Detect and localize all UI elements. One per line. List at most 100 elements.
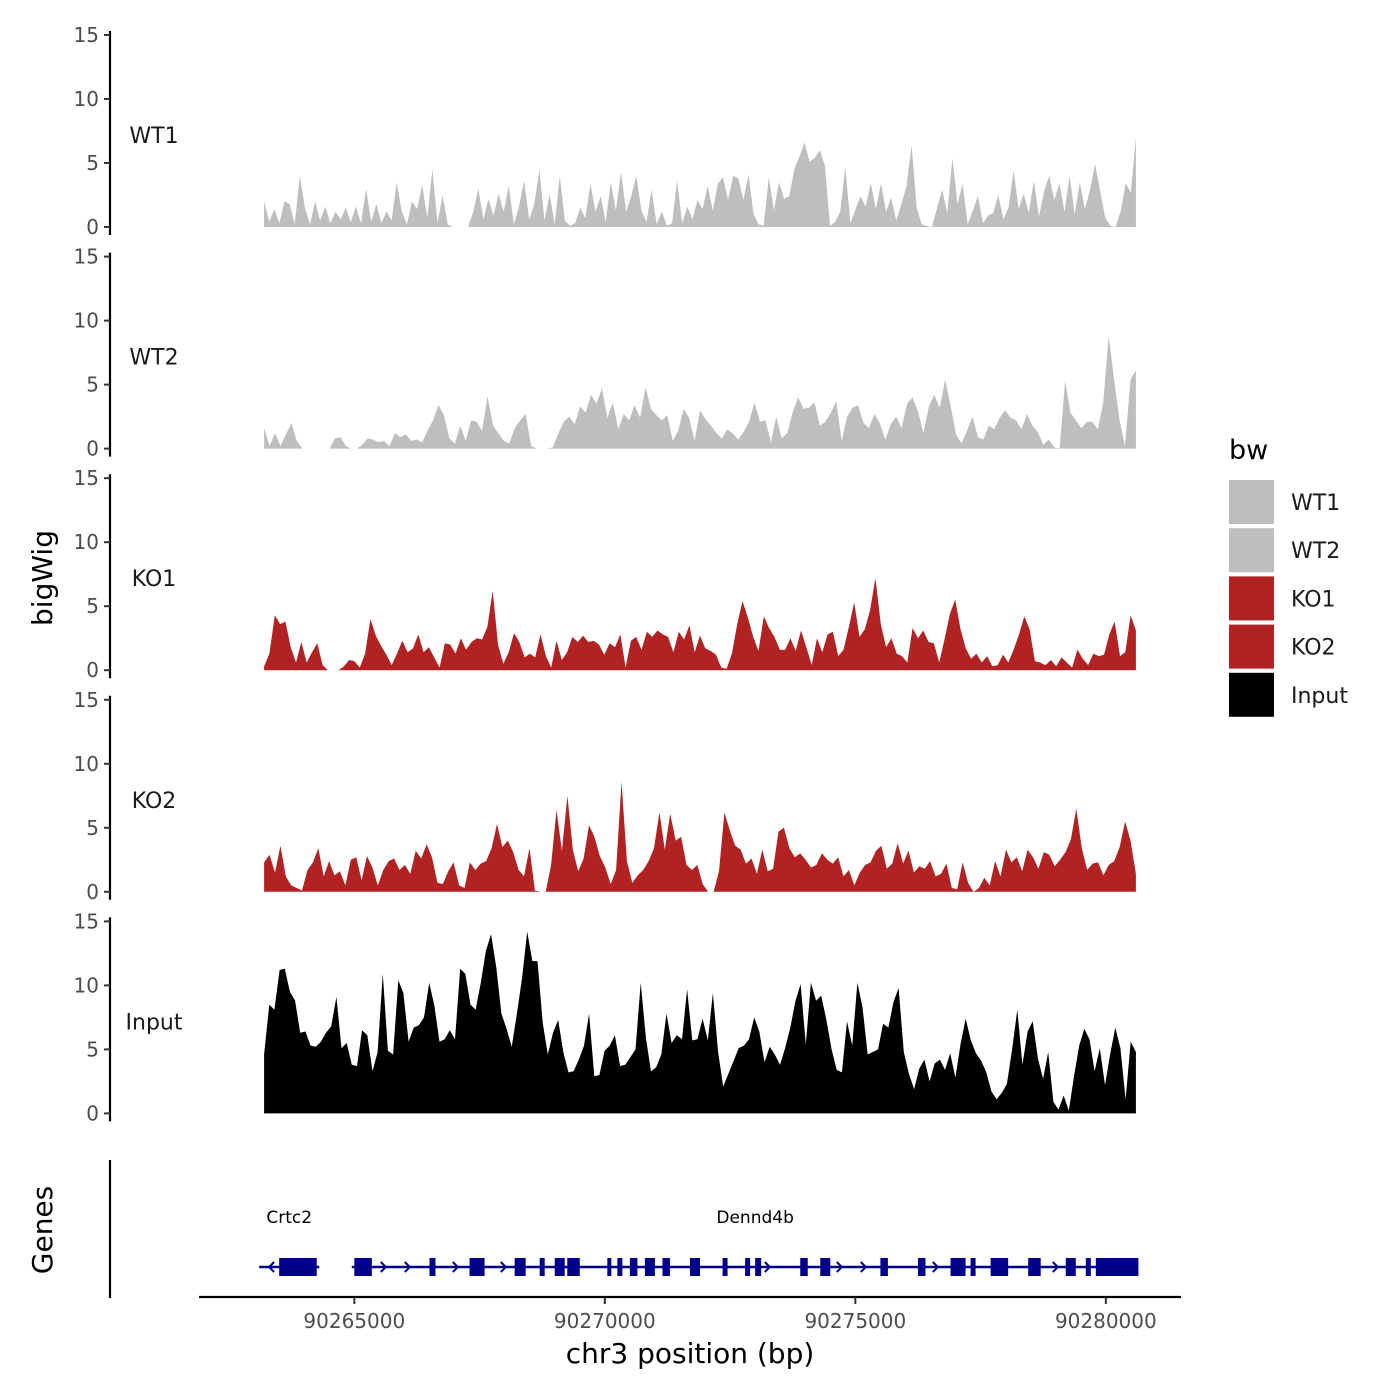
- legend-key: [1229, 528, 1274, 573]
- exon: [279, 1258, 317, 1276]
- y-tick-label: 10: [74, 973, 99, 997]
- exon: [644, 1258, 655, 1276]
- exon: [745, 1258, 751, 1276]
- y-axis-title: bigWig: [26, 530, 59, 626]
- area-wt2: [264, 336, 1136, 449]
- x-tick-label: 90275000: [804, 1309, 906, 1333]
- track-ko2: 0 5 10 15 KO2: [74, 688, 1136, 904]
- strand-arrow: [452, 1261, 460, 1273]
- y-tick-label: 15: [74, 909, 99, 933]
- strand-arrow: [500, 1261, 508, 1273]
- y-tick-label: 10: [74, 752, 99, 776]
- legend-item-input: Input: [1229, 672, 1348, 717]
- y-tick-label: 5: [86, 151, 99, 175]
- genes-panel: Crtc2 Dennd4b: [108, 1160, 1139, 1298]
- y-tick-label: 15: [74, 688, 99, 712]
- area-input: [264, 931, 1136, 1114]
- exon: [880, 1258, 888, 1276]
- legend-label: Input: [1291, 684, 1348, 709]
- legend-label: WT2: [1291, 539, 1340, 564]
- exon: [1095, 1258, 1139, 1276]
- x-axis-title: chr3 position (bp): [566, 1337, 815, 1370]
- legend-item-ko2: KO2: [1229, 624, 1336, 669]
- y-tick-label: 15: [74, 245, 99, 269]
- genes-panel-title: Genes: [26, 1186, 59, 1274]
- exon: [820, 1258, 831, 1276]
- track-label-ko2: KO2: [132, 789, 177, 814]
- strand-arrow: [404, 1261, 412, 1273]
- legend-item-wt2: WT2: [1229, 528, 1340, 573]
- legend-key: [1229, 480, 1274, 524]
- track-ko1: 0 5 10 15 KO1: [74, 466, 1136, 682]
- x-tick-label: 90280000: [1055, 1309, 1157, 1333]
- exon: [690, 1258, 701, 1276]
- legend-item-wt1: WT1: [1229, 480, 1340, 524]
- strand-arrow: [380, 1261, 388, 1273]
- strand-arrow: [764, 1261, 772, 1273]
- y-tick-label: 10: [74, 309, 99, 333]
- legend-key: [1229, 576, 1274, 621]
- strand-arrow: [860, 1261, 868, 1273]
- area-wt1: [264, 137, 1136, 227]
- y-tick-label: 10: [74, 87, 99, 111]
- exon: [469, 1258, 485, 1276]
- legend-item-ko1: KO1: [1229, 576, 1336, 621]
- track-label-input: Input: [126, 1010, 183, 1035]
- exon: [539, 1258, 545, 1276]
- exon: [1065, 1258, 1076, 1276]
- track-label-ko1: KO1: [132, 567, 177, 592]
- x-tick-label: 90265000: [303, 1309, 405, 1333]
- strand-arrow: [267, 1261, 275, 1273]
- y-tick-label: 0: [86, 215, 99, 239]
- exon: [354, 1258, 372, 1276]
- gene-label-dennd4b: Dennd4b: [716, 1208, 794, 1228]
- exon: [917, 1258, 926, 1276]
- y-tick-label: 10: [74, 530, 99, 554]
- gene-dennd4b: [351, 1258, 1139, 1276]
- y-tick-label: 5: [86, 373, 99, 397]
- track-input: 0 5 10 15 Input: [74, 909, 1136, 1125]
- legend-title: bw: [1229, 435, 1268, 466]
- exon: [1028, 1258, 1041, 1276]
- area-ko2: [264, 781, 1136, 892]
- legend-label: KO1: [1291, 587, 1336, 612]
- exon: [755, 1258, 762, 1276]
- y-tick-label: 0: [86, 658, 99, 682]
- exon: [662, 1258, 670, 1276]
- track-label-wt1: WT1: [129, 124, 178, 149]
- gene-crtc2: [259, 1258, 320, 1276]
- y-tick-label: 0: [86, 1101, 99, 1125]
- legend-key: [1229, 624, 1274, 669]
- exon: [950, 1258, 966, 1276]
- y-tick-label: 5: [86, 594, 99, 618]
- y-tick-label: 5: [86, 1037, 99, 1061]
- x-axis: 90265000 90270000 90275000 90280000: [199, 1295, 1181, 1333]
- exon: [617, 1258, 623, 1276]
- signal-tracks: 0 5 10 15 WT1 0 5 10 15 WT2 0 5 10 15 KO1 0 5 10 15 KO2 0 5 10…: [74, 23, 1136, 1125]
- exon: [970, 1258, 976, 1276]
- exon: [567, 1258, 580, 1276]
- track-wt1: 0 5 10 15 WT1: [74, 23, 1136, 239]
- strand-arrow: [1052, 1261, 1060, 1273]
- y-tick-label: 15: [74, 466, 99, 490]
- exon: [722, 1258, 728, 1276]
- gene-label-crtc2: Crtc2: [266, 1208, 312, 1228]
- exon: [429, 1258, 436, 1276]
- y-tick-label: 5: [86, 816, 99, 840]
- exon: [554, 1258, 565, 1276]
- exon: [514, 1258, 526, 1276]
- exon: [629, 1258, 638, 1276]
- exon: [1085, 1258, 1091, 1276]
- exon: [607, 1258, 612, 1276]
- y-tick-label: 0: [86, 437, 99, 461]
- legend-label: WT1: [1291, 491, 1340, 516]
- track-label-wt2: WT2: [129, 346, 178, 371]
- exon: [990, 1258, 1009, 1276]
- area-ko1: [264, 578, 1136, 671]
- y-tick-label: 0: [86, 880, 99, 904]
- x-tick-label: 90270000: [554, 1309, 656, 1333]
- y-tick-label: 15: [74, 23, 99, 47]
- legend-label: KO2: [1291, 636, 1336, 661]
- exon: [800, 1258, 808, 1276]
